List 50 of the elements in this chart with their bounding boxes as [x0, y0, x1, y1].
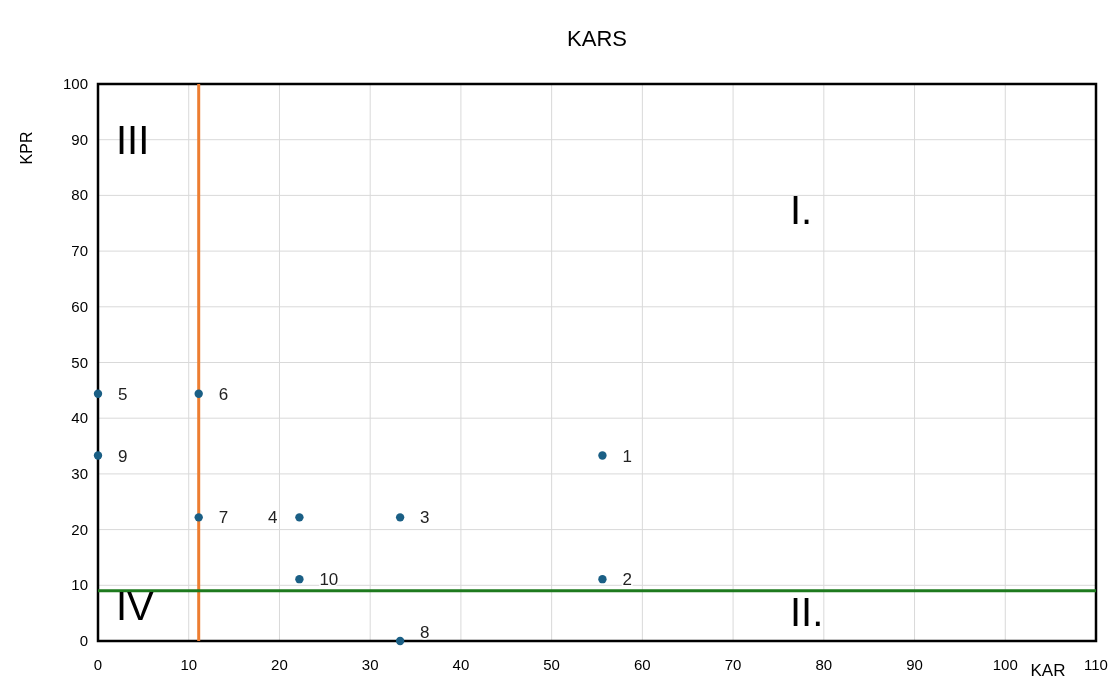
- annotation: II.: [790, 590, 824, 634]
- annotation: 5: [118, 384, 128, 404]
- y-tick-label: 20: [71, 520, 88, 538]
- annotation: IV: [116, 584, 155, 628]
- annotation: 1: [622, 446, 632, 466]
- annotation: 3: [420, 508, 430, 528]
- point: [194, 389, 203, 398]
- annotation: 7: [218, 508, 229, 528]
- point: [295, 513, 304, 522]
- chart-title: KARS: [567, 26, 627, 51]
- x-tick-label: 20: [271, 656, 288, 673]
- annotation: 2: [622, 570, 632, 590]
- x-tick-label: 90: [906, 656, 923, 673]
- x-tick-label: 30: [361, 656, 379, 673]
- annotation: 4: [267, 508, 278, 528]
- point: [598, 575, 607, 584]
- point: [194, 513, 203, 522]
- annotation: 10: [319, 570, 339, 590]
- y-tick-label: 90: [71, 130, 88, 148]
- y-tick-label: 100: [62, 75, 88, 92]
- point: [93, 451, 103, 460]
- point: [598, 451, 607, 460]
- y-tick-label: 70: [71, 242, 88, 260]
- annotation: I.: [790, 188, 813, 232]
- y-tick-label: 80: [71, 186, 88, 204]
- x-tick-label: 80: [815, 656, 833, 673]
- x-axis-title: KAR: [1030, 661, 1066, 680]
- annotation: 8: [420, 623, 430, 642]
- point: [295, 575, 304, 584]
- annotation: 6: [218, 384, 229, 404]
- y-tick-label: 60: [71, 297, 88, 315]
- y-tick-label: 10: [71, 576, 88, 594]
- point: [395, 636, 405, 646]
- annotation: 9: [118, 446, 128, 466]
- x-tick-label: 0: [93, 656, 103, 673]
- point: [93, 389, 103, 398]
- x-tick-label: 10: [180, 656, 198, 673]
- x-tick-label: 70: [724, 656, 742, 673]
- y-tick-label: 0: [79, 632, 88, 649]
- y-axis-title: KPR: [18, 131, 35, 165]
- x-tick-label: 60: [634, 656, 651, 673]
- annotation: III: [116, 118, 150, 162]
- x-tick-label: 40: [452, 656, 470, 673]
- x-tick-label: 110: [1084, 656, 1108, 673]
- y-tick-label: 50: [71, 353, 88, 371]
- x-tick-label: 50: [543, 656, 560, 673]
- x-tick-label: 100: [992, 656, 1018, 673]
- y-tick-label: 40: [71, 409, 88, 427]
- y-tick-label: 30: [71, 464, 88, 482]
- point: [395, 513, 405, 522]
